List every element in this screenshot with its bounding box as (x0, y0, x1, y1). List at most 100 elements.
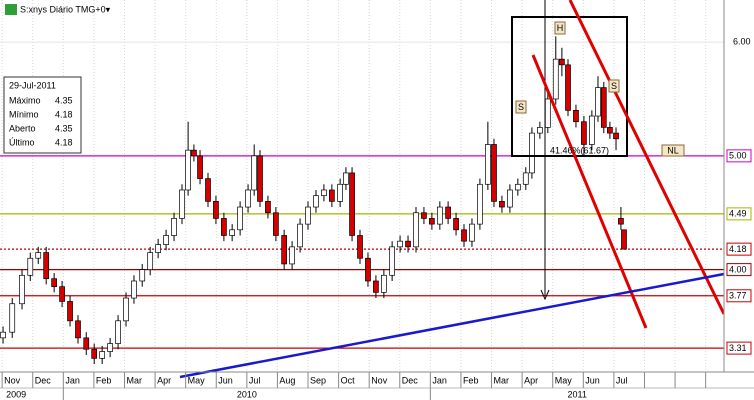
x-tick-label: Jan (432, 375, 447, 385)
candle-body (595, 87, 601, 117)
candle-body (67, 301, 73, 322)
candles (0, 36, 627, 365)
candle-body (75, 320, 81, 339)
candle-body (155, 244, 161, 253)
candle-body (453, 218, 459, 231)
candle-body (499, 201, 505, 208)
candle-body (265, 201, 271, 214)
candle-body (537, 127, 543, 134)
candle-body (507, 189, 513, 208)
candle-body (529, 132, 535, 174)
candle-body (185, 149, 191, 191)
candle-body (373, 280, 379, 293)
info-label: Último (9, 137, 35, 147)
candle-body (51, 278, 57, 288)
candle-body (349, 172, 355, 236)
candle-body (573, 109, 579, 123)
info-rows: Máximo 4.35 Mínimo 4.18 Aberto 4.35 Último 4.18 (9, 95, 73, 147)
candle-body (405, 240, 411, 248)
year-label: 2011 (568, 389, 587, 399)
trend-line (179, 272, 725, 379)
candle-body (197, 155, 203, 179)
channel-line (568, 0, 726, 315)
level-box (726, 341, 752, 355)
candle-body (365, 257, 371, 282)
candle-body (297, 223, 303, 248)
x-tick-label: Jul (249, 375, 261, 385)
candle-body (613, 132, 619, 140)
x-tick-label: Mar (126, 375, 142, 385)
candle-body (19, 274, 25, 305)
candle-body (313, 195, 319, 208)
x-tick-label: May (555, 375, 573, 385)
candle-body (35, 252, 42, 259)
candle-body (179, 189, 185, 219)
candle-body (251, 155, 258, 191)
info-label: Aberto (9, 123, 36, 133)
level-box (726, 207, 752, 221)
candle-body (618, 218, 624, 225)
x-tick-label: Oct (341, 375, 356, 385)
x-tick-label: May (188, 375, 206, 385)
candle-body (461, 229, 467, 242)
candle-body (0, 331, 6, 339)
candle-body (147, 252, 154, 270)
y-tick-label: 6.00 (733, 36, 751, 46)
annotation: S (518, 102, 524, 112)
candle-body (9, 303, 16, 333)
level-label: 4.18 (729, 244, 747, 254)
candle-body (621, 229, 627, 250)
candle-body (559, 58, 565, 66)
candle-body (485, 144, 491, 185)
candle-body (397, 240, 403, 248)
x-tick-label: Jan (65, 375, 80, 385)
candle-body (607, 127, 613, 134)
candle-body (27, 257, 34, 276)
level-label: 5.00 (729, 151, 747, 161)
year-label: 2010 (237, 389, 257, 399)
candle-body (115, 320, 121, 344)
info-value: 4.18 (55, 109, 73, 119)
candle-body (544, 98, 551, 128)
x-tick-label: Dec (35, 375, 52, 385)
arrow-head (540, 289, 550, 301)
candle-body (273, 212, 279, 236)
level-label: 3.77 (729, 291, 747, 301)
candle-body (163, 235, 169, 245)
year-label: 2009 (6, 389, 26, 399)
candle-body (59, 286, 65, 302)
candle-body (469, 223, 475, 242)
x-tick-label: Jun (218, 375, 233, 385)
x-tick-label: Nov (371, 375, 388, 385)
annotation: 41.46%(61.67) (550, 145, 609, 155)
candle-body (245, 189, 251, 208)
annotation-box (608, 79, 620, 93)
x-tick-label: Dec (402, 375, 419, 385)
icon (5, 4, 17, 15)
level-box (726, 289, 752, 303)
candle-body (131, 280, 137, 299)
candle-body (413, 212, 419, 248)
annotation-box (661, 144, 685, 157)
candle-body (522, 172, 529, 185)
x-tick-label: Sep (310, 375, 326, 385)
level-box (726, 149, 752, 163)
candle-body (552, 58, 559, 100)
info-label: Mínimo (9, 109, 39, 119)
candle-body (514, 183, 521, 191)
chart-title: S:xnys Diário TMG+0▾ (20, 4, 111, 14)
x-tick-label: Aug (279, 375, 295, 385)
annotation-box (554, 21, 566, 35)
candle-body (343, 172, 349, 185)
candle-body (477, 183, 483, 225)
candle-body (581, 121, 587, 145)
candle-body (191, 149, 197, 157)
annotation: H (557, 23, 564, 33)
candle-body (337, 183, 343, 202)
candle-body (381, 274, 387, 293)
x-tick-label: Nov (4, 375, 21, 385)
candle-body (421, 212, 427, 219)
candle-body (429, 218, 435, 225)
